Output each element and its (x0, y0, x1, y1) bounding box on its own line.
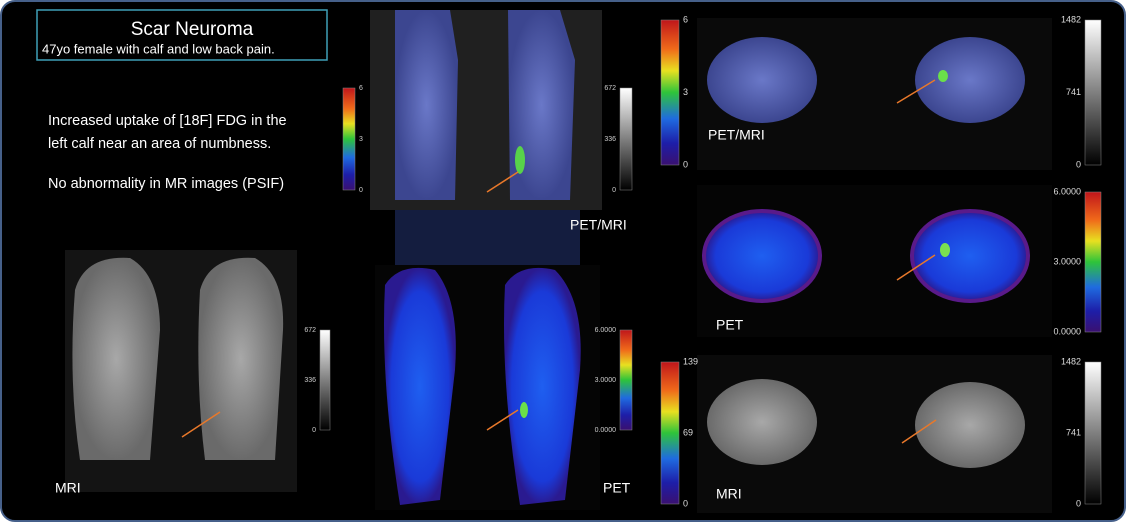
colorbar-tick-label: 0 (1076, 159, 1081, 169)
title: Scar Neuroma (131, 19, 254, 40)
colorbar-tick-label: 1482 (1061, 356, 1081, 366)
colorbar-tick-label: 3 (683, 87, 688, 97)
colorbar (1084, 19, 1102, 166)
colorbar (660, 361, 680, 505)
colorbar-tick-label: 3.0000 (1053, 256, 1081, 266)
colorbar (660, 19, 680, 166)
colorbar-tick-label: 0 (612, 187, 616, 194)
panel-label: MRI (716, 486, 742, 502)
colorbar-tick-label: 0.0000 (595, 427, 617, 434)
colorbar (619, 87, 633, 191)
colorbar-tick-label: 0 (1076, 498, 1081, 508)
panel-label: PET (716, 317, 744, 333)
colorbar-tick-label: 6.0000 (1053, 186, 1081, 196)
colorbar-tick-label: 6.0000 (595, 327, 617, 334)
description-line: left calf near an area of numbness. (48, 136, 271, 152)
colorbar-tick-label: 672 (604, 85, 616, 92)
colorbar-tick-label: 336 (304, 377, 316, 384)
colorbar-tick-label: 6 (359, 85, 363, 92)
description-line: No abnormality in MR images (PSIF) (48, 176, 284, 192)
colorbar-tick-label: 69 (683, 427, 693, 437)
panel-label: MRI (55, 480, 81, 496)
colorbar-tick-label: 3 (359, 136, 363, 143)
colorbar-tick-label: 3.0000 (595, 377, 617, 384)
arrows (181, 79, 937, 444)
image-mri-axial (697, 355, 1052, 513)
image-mri-coronal (65, 250, 297, 492)
panel-label: PET/MRI (708, 127, 765, 143)
title-box (36, 9, 328, 61)
colorbar-tick-label: 6 (683, 14, 688, 24)
panel-label: PET/MRI (570, 217, 627, 233)
colorbar (319, 329, 331, 431)
subtitle: 47yo female with calf and low back pain. (42, 41, 275, 56)
colorbar-tick-label: 1482 (1061, 14, 1081, 24)
image-petmri-axial (697, 18, 1052, 170)
image-petmri-coronal (370, 10, 602, 268)
colorbar-tick-label: 741 (1066, 427, 1081, 437)
colorbar (1084, 191, 1102, 333)
colorbar-tick-label: 0.0000 (1053, 326, 1081, 336)
colorbar-tick-label: 0 (683, 159, 688, 169)
image-pet-axial (697, 185, 1052, 337)
colorbar (1084, 361, 1102, 505)
colorbar (619, 329, 633, 431)
colorbar-tick-label: 0 (359, 187, 363, 194)
colorbar-tick-label: 336 (604, 136, 616, 143)
image-pet-coronal (375, 265, 600, 510)
colorbar-tick-label: 0 (312, 427, 316, 434)
colorbar-tick-label: 672 (304, 327, 316, 334)
description-line: Increased uptake of [18F] FDG in the (48, 113, 287, 129)
colorbar-tick-label: 741 (1066, 87, 1081, 97)
colorbar-tick-label: 0 (683, 498, 688, 508)
colorbar-tick-label: 139 (683, 356, 698, 366)
panel-label: PET (603, 480, 631, 496)
colorbar (342, 87, 356, 191)
